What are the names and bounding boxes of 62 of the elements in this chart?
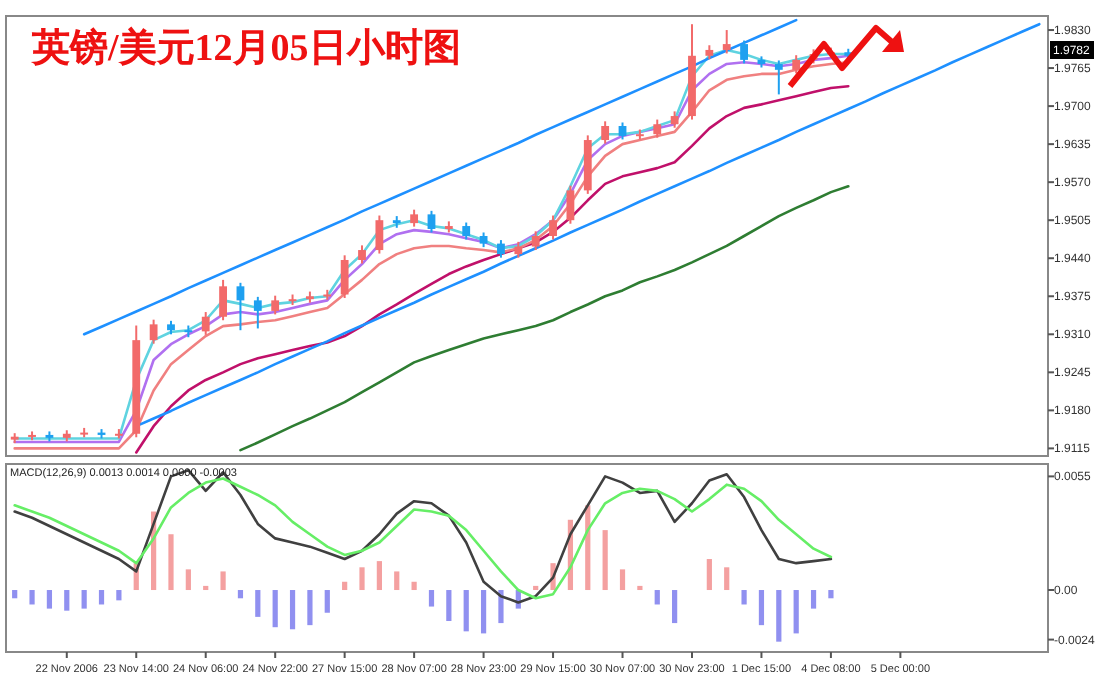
bar — [810, 590, 817, 609]
bar — [619, 569, 626, 591]
bar — [116, 590, 122, 601]
candlestick — [722, 29, 731, 55]
candlestick — [740, 39, 748, 65]
bar — [394, 571, 400, 591]
bar — [411, 581, 417, 591]
bar — [220, 571, 226, 591]
candlestick — [792, 54, 801, 75]
line-series — [239, 184, 850, 452]
candlestick — [375, 214, 384, 255]
candlestick — [340, 254, 349, 300]
bar — [324, 590, 330, 613]
bar — [12, 590, 18, 599]
bar — [741, 590, 747, 605]
bar — [463, 590, 469, 632]
candlestick — [601, 120, 610, 145]
bar — [307, 590, 313, 626]
bar — [672, 590, 678, 624]
bar — [533, 585, 539, 591]
bar — [776, 590, 782, 642]
bar — [446, 590, 452, 622]
bar — [480, 590, 487, 634]
candlestick — [271, 294, 280, 316]
bar — [602, 530, 608, 591]
candlestick — [219, 278, 227, 322]
bar — [637, 585, 643, 591]
candlestick — [201, 311, 210, 336]
bar — [342, 581, 348, 591]
bar — [272, 590, 278, 628]
candlestick — [566, 184, 575, 225]
line-series — [134, 84, 850, 454]
chart-title: 英镑/美元12月05日小时图 — [30, 26, 461, 70]
bar — [828, 590, 834, 599]
bar — [98, 590, 105, 605]
bar — [81, 590, 87, 609]
candlestick — [427, 209, 436, 234]
bar — [498, 590, 504, 624]
bar — [793, 590, 799, 634]
bar — [237, 590, 244, 599]
bar — [64, 590, 70, 611]
candlestick — [253, 295, 262, 330]
bar — [359, 567, 365, 591]
bar — [654, 590, 660, 605]
bar — [758, 590, 765, 626]
bar — [289, 590, 296, 630]
candlestick — [774, 59, 783, 96]
candlestick — [531, 230, 540, 252]
bar — [428, 590, 435, 607]
bar — [203, 585, 209, 591]
bar — [706, 559, 712, 591]
bar — [168, 534, 174, 591]
bar — [724, 567, 730, 591]
bar — [29, 590, 35, 605]
bar — [376, 561, 382, 591]
candlestick — [358, 244, 366, 265]
candlestick — [149, 318, 158, 345]
candlestick — [653, 118, 662, 139]
bar — [185, 569, 191, 591]
bar — [255, 590, 261, 617]
candlestick — [549, 214, 557, 241]
bar — [46, 590, 53, 609]
